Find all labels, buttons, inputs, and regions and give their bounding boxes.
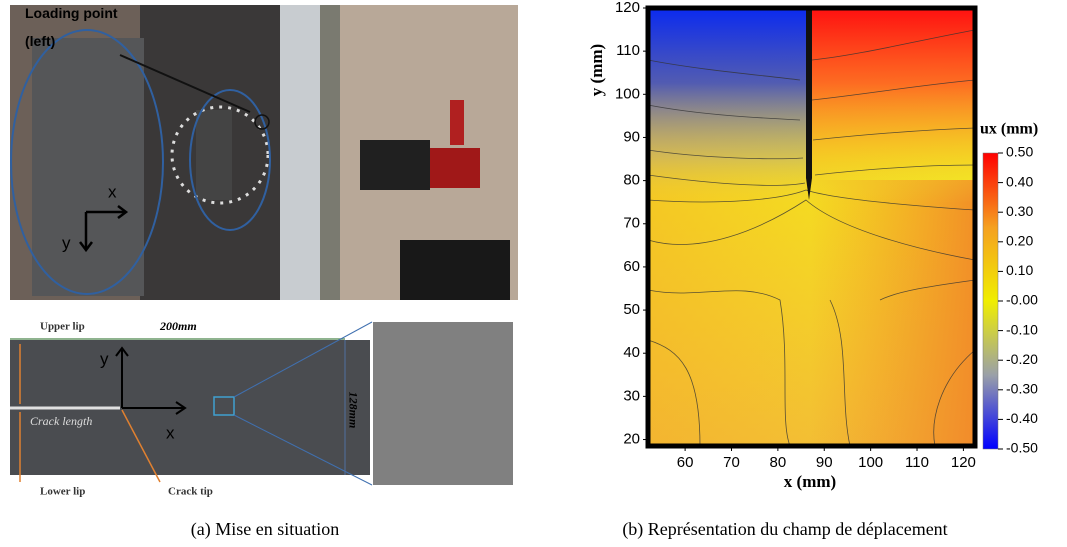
x-tick-label: 100: [858, 454, 883, 471]
y-tick-label: 80: [623, 172, 640, 189]
y-axis-label: y (mm): [587, 44, 606, 96]
colorbar-tick-label: -0.50: [1006, 440, 1038, 456]
colorbar-tick-label: -0.10: [1006, 321, 1038, 337]
caption: (b) Représentation du champ de déplaceme…: [622, 519, 947, 540]
colorbar-tick-label: 0.30: [1006, 203, 1033, 219]
x-tick-label: 120: [951, 454, 976, 471]
y-tick-label: 70: [623, 215, 640, 232]
x-tick-label: 70: [723, 454, 740, 471]
x-tick-label: 80: [770, 454, 787, 471]
annotation: Upper lip: [40, 321, 85, 333]
y-tick-label: 20: [623, 430, 640, 447]
colorbar-tick-label: 0.10: [1006, 262, 1033, 278]
colorbar-tick-label: 0.20: [1006, 233, 1033, 249]
y-tick-label: 60: [623, 258, 640, 275]
y-tick-label: 40: [623, 344, 640, 361]
axis-label: y: [100, 349, 109, 368]
colorbar-tick-label: -0.40: [1006, 410, 1038, 426]
y-tick-label: 100: [615, 85, 640, 102]
y-tick-label: 90: [623, 128, 640, 145]
colorbar-tick-label: 0.40: [1006, 173, 1033, 189]
photo: x y Loading point (left): [10, 5, 518, 300]
x-axis-label: x (mm): [784, 472, 836, 491]
annotation: Crack tip: [168, 486, 213, 498]
caption: (a) Mise en situation: [191, 519, 339, 540]
colorbar-tick-label: -0.20: [1006, 351, 1038, 367]
x-tick-label: 90: [816, 454, 833, 471]
axis-label: x: [108, 182, 117, 201]
y-tick-label: 120: [615, 0, 640, 16]
colorbar: [982, 152, 999, 450]
y-tick-label: 110: [616, 42, 640, 59]
annotation: Loading point (left): [25, 5, 118, 49]
specimen: Upper lip 200mm Crack length Lower lip C…: [10, 319, 513, 498]
y-tick-label: 30: [623, 387, 640, 404]
annotation: 128mm: [346, 392, 360, 429]
x-tick-label: 60: [677, 454, 694, 471]
colorbar-tick-label: -0.00: [1006, 292, 1038, 308]
colorbar-tick-label: -0.30: [1006, 381, 1038, 397]
y-tick-label: 50: [623, 301, 640, 318]
colorbar-tick-label: 0.50: [1006, 144, 1033, 160]
annotation: Lower lip: [40, 486, 85, 498]
annotation: Crack length: [30, 414, 92, 428]
annotation: 200mm: [159, 319, 197, 333]
axis-label: y: [62, 233, 71, 252]
colorbar-title: ux (mm): [980, 121, 1038, 138]
axis-label: x: [166, 423, 175, 442]
x-tick-label: 110: [905, 454, 929, 471]
contour-plot: [645, 5, 978, 449]
